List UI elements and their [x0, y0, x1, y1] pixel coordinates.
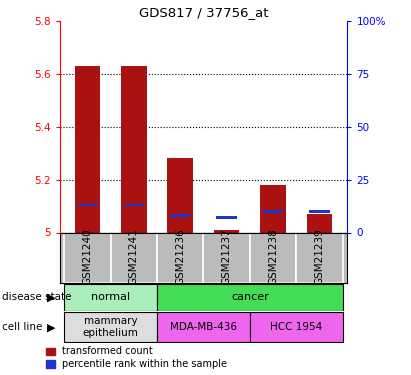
FancyBboxPatch shape	[203, 232, 250, 283]
FancyBboxPatch shape	[157, 284, 343, 310]
Bar	[307, 214, 332, 232]
Bar	[124, 204, 144, 206]
FancyBboxPatch shape	[250, 312, 343, 342]
Text: GSM21241: GSM21241	[129, 228, 139, 285]
Text: disease state: disease state	[2, 292, 72, 302]
FancyBboxPatch shape	[157, 312, 250, 342]
Bar	[75, 66, 100, 232]
Text: normal: normal	[91, 292, 130, 302]
FancyBboxPatch shape	[64, 284, 157, 310]
Legend: transformed count, percentile rank within the sample: transformed count, percentile rank withi…	[46, 346, 228, 369]
Text: mammary
epithelium: mammary epithelium	[83, 316, 139, 338]
Text: cancer: cancer	[231, 292, 269, 302]
Text: GSM21240: GSM21240	[83, 228, 92, 285]
Bar	[170, 214, 190, 217]
FancyBboxPatch shape	[64, 232, 111, 283]
FancyBboxPatch shape	[111, 232, 157, 283]
Text: GSM21238: GSM21238	[268, 228, 278, 285]
Text: HCC 1954: HCC 1954	[270, 322, 322, 332]
Bar	[214, 230, 239, 232]
Bar	[263, 210, 283, 213]
Bar	[77, 204, 98, 206]
FancyBboxPatch shape	[250, 232, 296, 283]
Bar	[121, 66, 147, 232]
FancyBboxPatch shape	[296, 232, 343, 283]
Text: MDA-MB-436: MDA-MB-436	[170, 322, 237, 332]
FancyBboxPatch shape	[64, 312, 157, 342]
Title: GDS817 / 37756_at: GDS817 / 37756_at	[139, 6, 268, 20]
Text: cell line: cell line	[2, 322, 42, 332]
Text: GSM21237: GSM21237	[222, 228, 232, 285]
Bar	[309, 210, 330, 213]
Text: GSM21236: GSM21236	[175, 228, 185, 285]
Bar	[168, 158, 193, 232]
Bar	[260, 185, 286, 232]
Bar	[217, 216, 237, 219]
Text: ▶: ▶	[47, 322, 55, 332]
FancyBboxPatch shape	[157, 232, 203, 283]
Text: ▶: ▶	[47, 292, 55, 302]
Text: GSM21239: GSM21239	[314, 228, 324, 285]
